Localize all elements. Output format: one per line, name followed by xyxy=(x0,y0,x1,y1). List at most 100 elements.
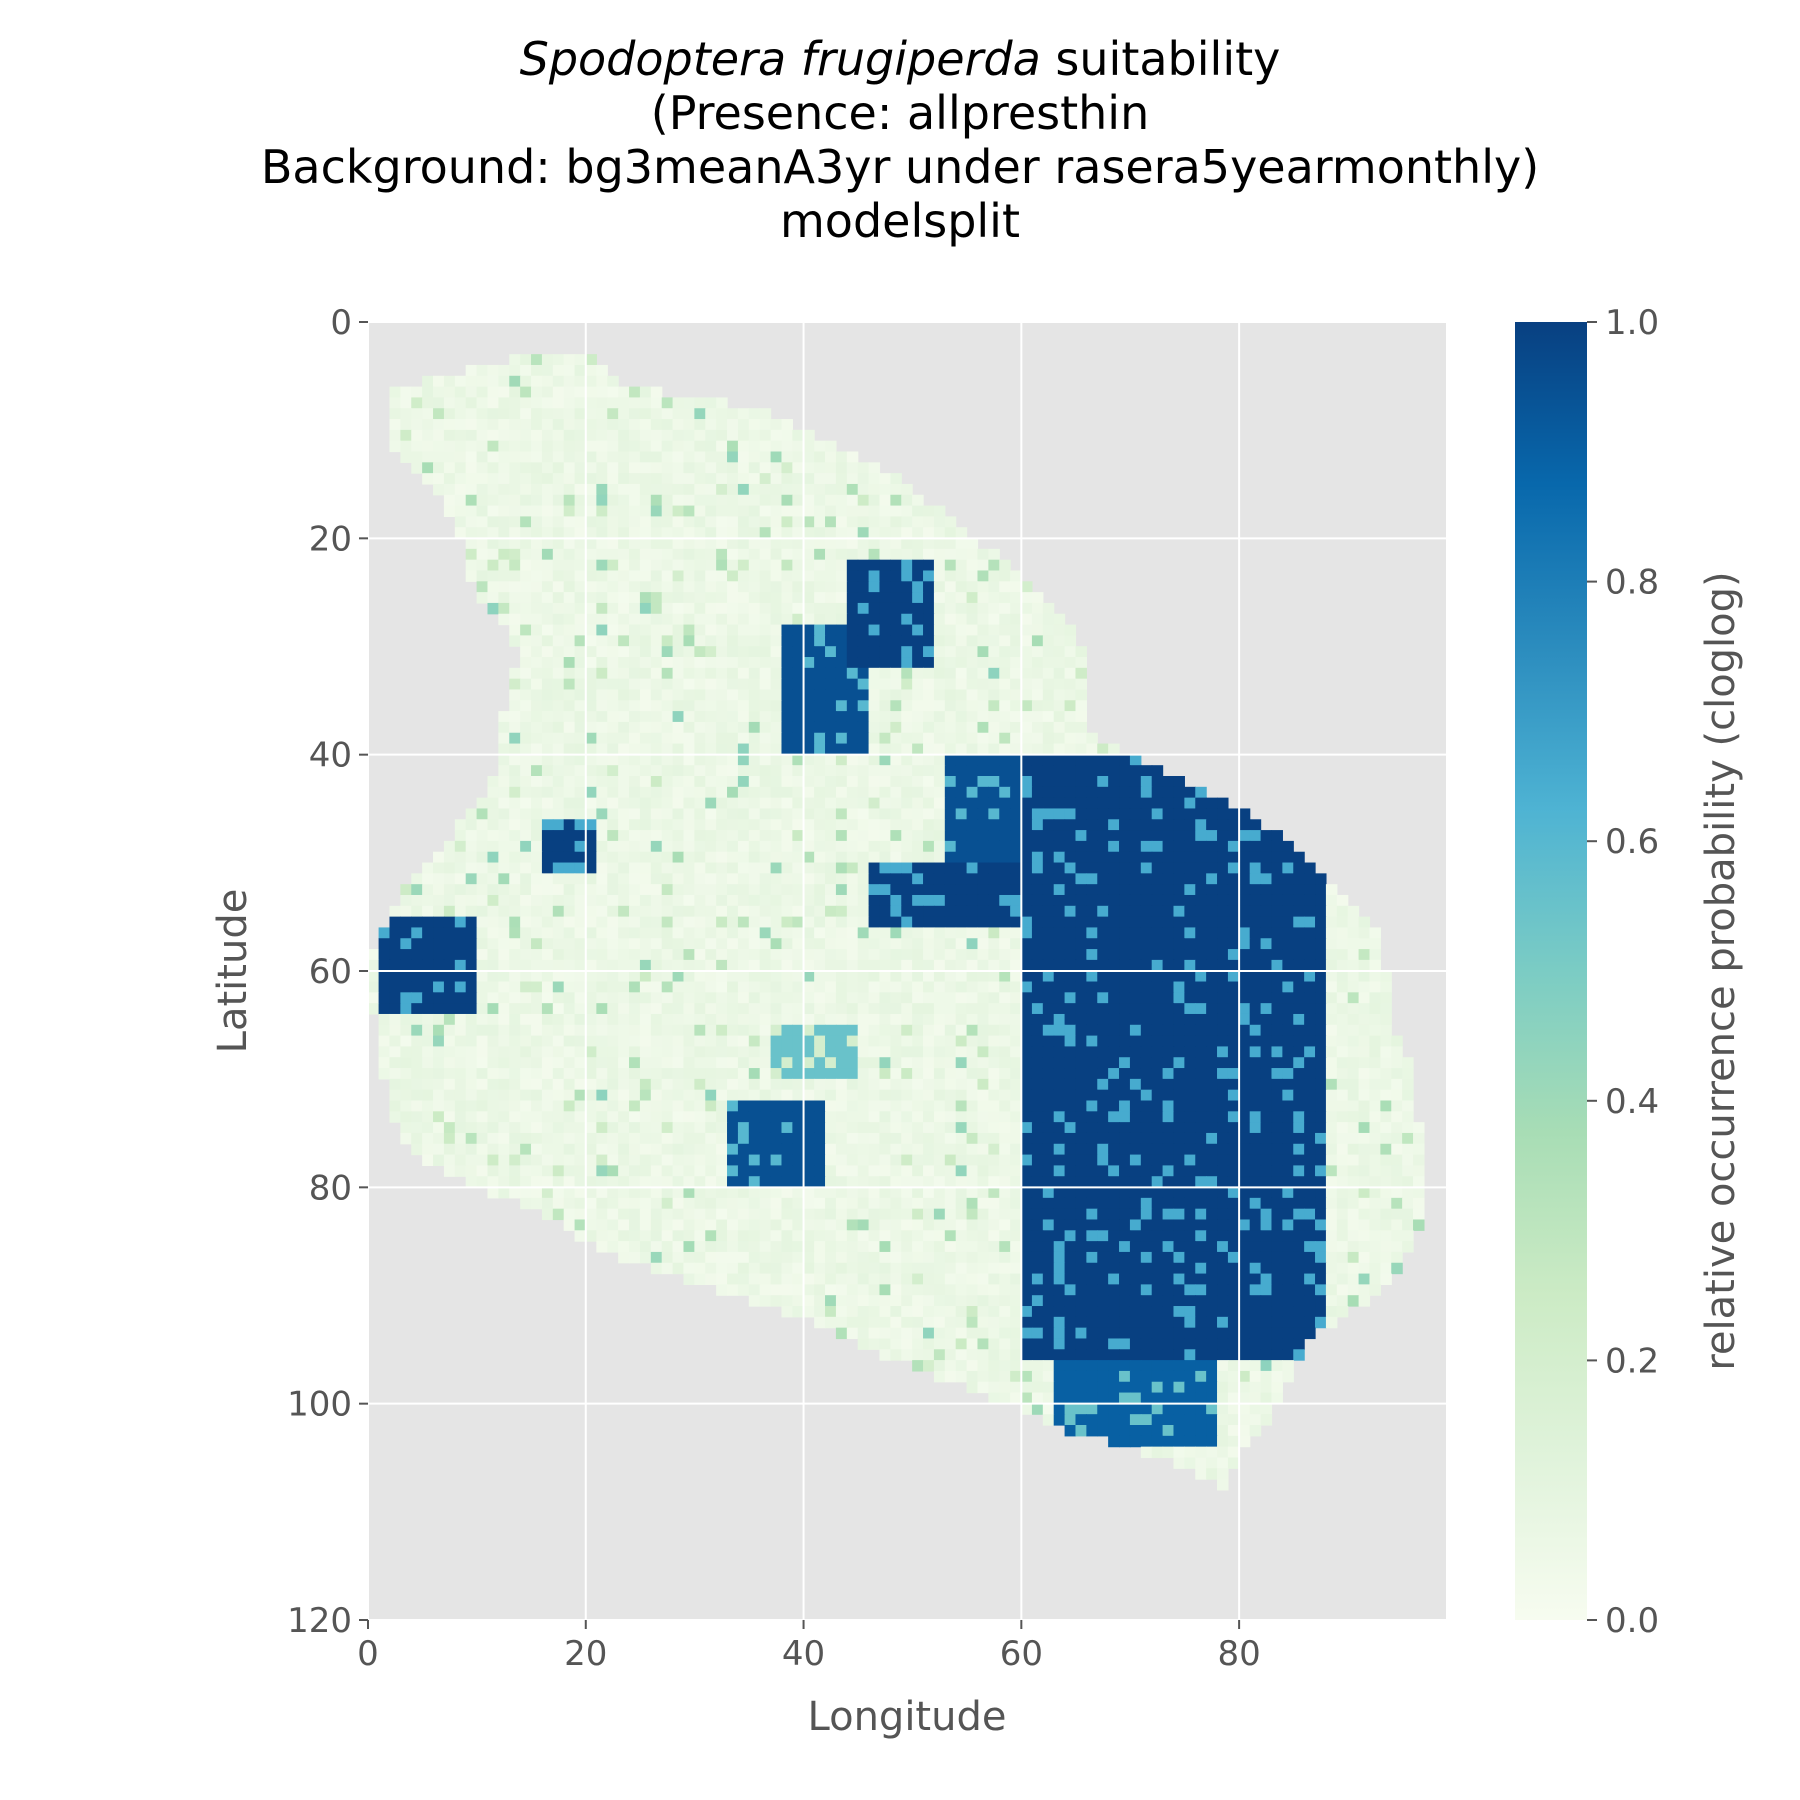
heatmap-cell xyxy=(792,1078,804,1091)
heatmap-cell xyxy=(574,408,587,420)
heatmap-cell xyxy=(443,1046,456,1058)
heatmap-cell xyxy=(650,548,663,561)
heatmap-cell xyxy=(705,635,717,647)
heatmap-cell xyxy=(759,570,772,582)
heatmap-cell xyxy=(1129,1143,1142,1156)
heatmap-cell xyxy=(596,505,608,517)
heatmap-cell xyxy=(901,873,913,885)
heatmap-cell xyxy=(1010,797,1022,810)
heatmap-cell xyxy=(476,819,489,831)
heatmap-cell xyxy=(792,548,804,561)
heatmap-cell xyxy=(498,884,510,896)
heatmap-cell xyxy=(955,1013,968,1026)
heatmap-cell xyxy=(672,743,685,755)
heatmap-cell xyxy=(770,602,783,615)
heatmap-cell xyxy=(596,570,608,582)
heatmap-cell xyxy=(563,981,576,993)
heatmap-cell xyxy=(607,408,619,420)
heatmap-cell xyxy=(520,938,532,950)
heatmap-cell xyxy=(988,862,1000,874)
heatmap-cell xyxy=(1336,970,1349,983)
heatmap-cell xyxy=(868,1143,881,1156)
heatmap-cell xyxy=(737,916,750,929)
heatmap-cell xyxy=(574,1111,587,1123)
heatmap-cell xyxy=(868,970,881,983)
heatmap-cell xyxy=(629,440,641,453)
heatmap-cell xyxy=(1358,949,1371,961)
heatmap-cell xyxy=(531,786,543,799)
heatmap-cell xyxy=(650,462,663,474)
heatmap-cell xyxy=(792,927,804,939)
heatmap-cell xyxy=(509,992,521,1004)
heatmap-cell xyxy=(988,732,1000,745)
heatmap-cell xyxy=(705,570,717,582)
heatmap-cell xyxy=(694,667,706,680)
heatmap-cell xyxy=(1097,1046,1109,1058)
heatmap-cell xyxy=(835,1100,848,1112)
heatmap-cell xyxy=(759,840,772,853)
heatmap-cell xyxy=(737,1089,750,1102)
heatmap-cell xyxy=(988,938,1000,950)
heatmap-cell xyxy=(389,440,401,453)
heatmap-cell xyxy=(639,386,652,399)
heatmap-cell xyxy=(465,1100,478,1112)
heatmap-cell xyxy=(748,462,761,474)
heatmap-cell xyxy=(498,1068,510,1080)
heatmap-cell xyxy=(607,765,619,777)
heatmap-cell xyxy=(857,916,870,929)
heatmap-cell xyxy=(792,1035,804,1048)
heatmap-cell xyxy=(1086,786,1098,799)
heatmap-cell xyxy=(999,851,1011,864)
heatmap-cell xyxy=(1173,1132,1185,1145)
heatmap-cell xyxy=(487,581,499,593)
heatmap-cell xyxy=(650,776,663,788)
heatmap-cell xyxy=(923,527,935,539)
heatmap-cell xyxy=(977,1122,989,1134)
heatmap-cell xyxy=(1238,1024,1251,1037)
heatmap-cell xyxy=(825,1068,837,1080)
heatmap-cell xyxy=(672,938,685,950)
heatmap-cell xyxy=(433,1057,445,1069)
heatmap-cell xyxy=(770,419,783,431)
heatmap-cell xyxy=(1184,840,1196,853)
heatmap-cell xyxy=(639,592,652,604)
heatmap-cell xyxy=(1358,1132,1371,1145)
heatmap-cell xyxy=(999,1165,1011,1177)
heatmap-cell xyxy=(1151,884,1164,896)
heatmap-cell xyxy=(759,624,772,636)
heatmap-cell xyxy=(563,494,576,507)
heatmap-cell xyxy=(1173,1046,1185,1058)
heatmap-cell xyxy=(650,1154,663,1166)
heatmap-cell xyxy=(890,743,902,755)
heatmap-cell xyxy=(803,905,815,918)
heatmap-cell xyxy=(879,538,891,550)
heatmap-cell xyxy=(585,667,597,680)
heatmap-cell xyxy=(835,1003,848,1015)
heatmap-cell xyxy=(737,592,750,604)
heatmap-cell xyxy=(1271,1132,1283,1145)
heatmap-cell xyxy=(814,1024,826,1037)
heatmap-cell xyxy=(639,548,652,561)
heatmap-cell xyxy=(607,851,619,864)
heatmap-cell xyxy=(901,949,913,961)
heatmap-cell xyxy=(1129,970,1142,983)
heatmap-cell xyxy=(825,981,837,993)
heatmap-cell xyxy=(835,613,848,626)
heatmap-cell xyxy=(966,711,979,723)
heatmap-cell xyxy=(694,570,706,582)
heatmap-cell xyxy=(563,808,576,820)
heatmap-cell xyxy=(487,462,499,474)
heatmap-cell xyxy=(901,1024,913,1037)
heatmap-cell xyxy=(433,1024,445,1037)
heatmap-cell xyxy=(694,581,706,593)
heatmap-cell xyxy=(650,1165,663,1177)
heatmap-cell xyxy=(835,830,848,842)
heatmap-cell xyxy=(770,505,783,517)
heatmap-cell xyxy=(694,959,706,972)
heatmap-cell xyxy=(596,808,608,820)
heatmap-cell xyxy=(748,419,761,431)
heatmap-cell xyxy=(923,592,935,604)
heatmap-cell xyxy=(411,894,423,907)
heatmap-cell xyxy=(498,548,510,561)
heatmap-cell xyxy=(814,905,826,918)
